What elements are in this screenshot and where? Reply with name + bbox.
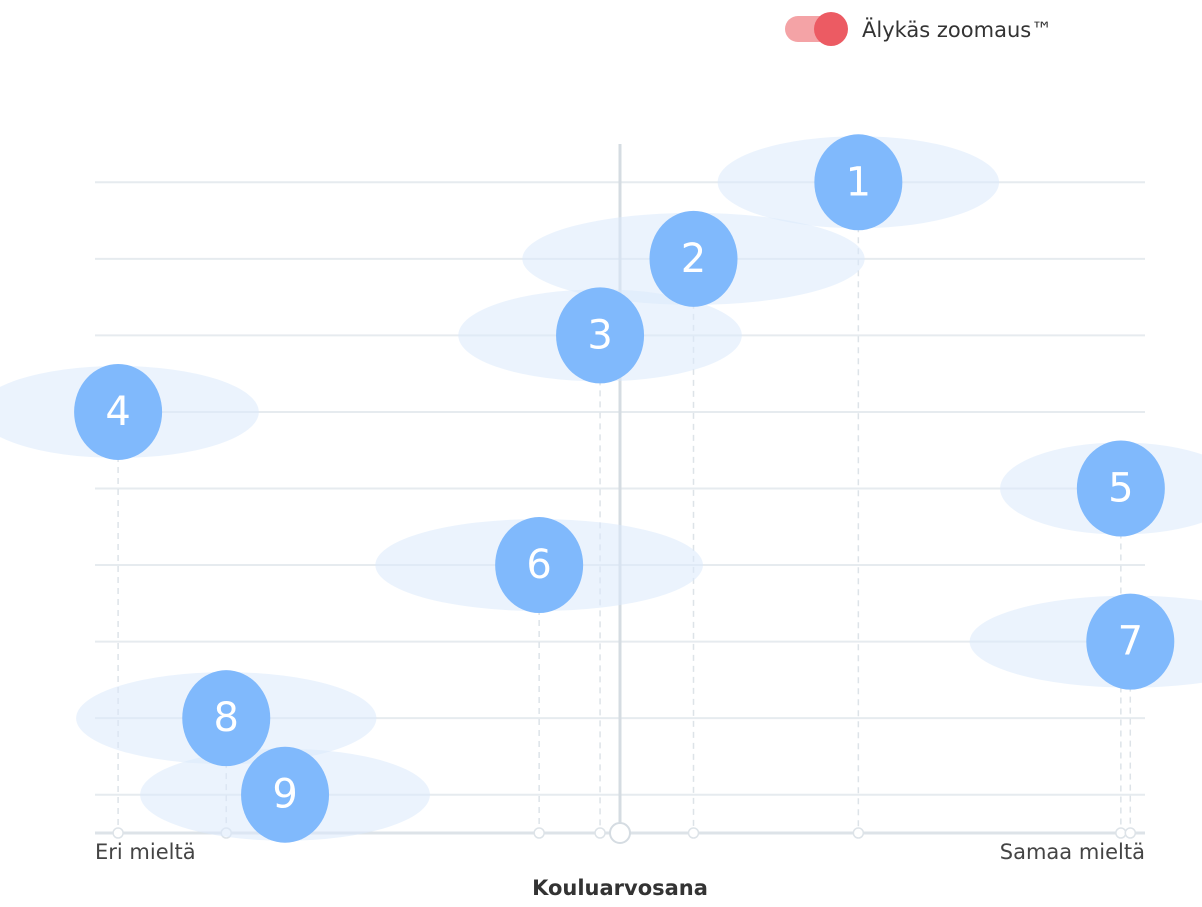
point-label: 3 [587,312,612,358]
x-tick-label: Samaa mieltä [1000,840,1145,864]
point [74,363,163,460]
point [1076,440,1165,537]
x-axis-title: Kouluarvosana [532,876,708,900]
point-label: 7 [1118,619,1143,665]
point [241,746,330,843]
smart-zoom-toggle[interactable] [785,12,848,46]
point [495,517,584,614]
axis-dot [852,827,865,839]
point-label: 2 [681,236,706,282]
axis-dot [1115,827,1127,839]
point [556,287,645,384]
axis-dot [112,827,124,839]
point-label: 6 [526,542,551,588]
points: 1 2 3 4 5 6 7 89 [74,134,1175,843]
center-marker [609,822,631,844]
point-label: 4 [105,389,130,435]
point-label: 1 [846,159,871,205]
point-label: 8 [214,695,239,741]
point [649,210,738,307]
x-tick-label: Eri mieltä [95,840,196,864]
axis-dot [533,827,545,839]
toggle-label: Älykäs zoomaus™ [862,17,1052,42]
point [182,670,271,767]
point [1086,593,1175,690]
axis-dot [1124,827,1137,839]
axis-dot [687,827,700,839]
axis-dot [594,827,606,839]
toggle-knob[interactable] [814,12,848,46]
point [814,134,903,231]
point-label: 5 [1108,466,1133,512]
point-label: 9 [272,772,297,818]
